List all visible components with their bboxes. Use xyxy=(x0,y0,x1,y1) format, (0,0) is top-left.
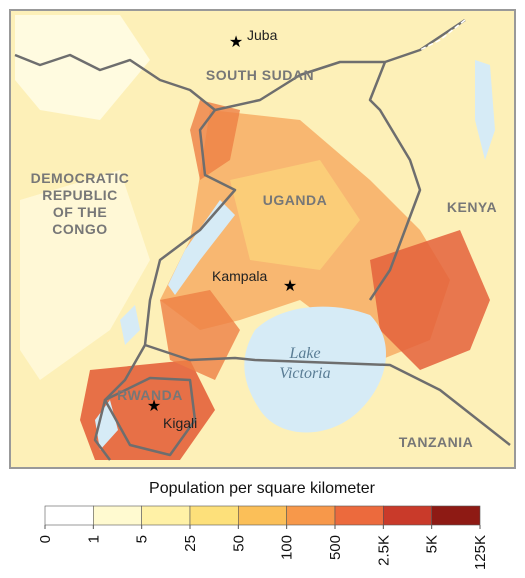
legend-bin xyxy=(383,505,432,526)
lake-victoria xyxy=(244,306,387,433)
country-label: UGANDA xyxy=(263,192,327,208)
city-marker: ★ xyxy=(229,34,243,51)
border xyxy=(93,109,237,461)
legend-bin xyxy=(189,505,239,526)
city-marker: ★ xyxy=(147,398,161,415)
legend-tick-label: 100 xyxy=(279,535,296,560)
country-label: TANZANIA xyxy=(399,434,474,450)
legend-tick-label: 1 xyxy=(85,535,102,543)
legend-bin xyxy=(44,505,94,526)
lake-turkana xyxy=(475,60,495,160)
legend-tick-label: 2.5K xyxy=(375,535,392,566)
country-label: REPUBLIC xyxy=(42,187,118,203)
border xyxy=(368,61,422,301)
legend-tick-label: 500 xyxy=(327,535,344,560)
border xyxy=(103,376,197,457)
country-label: OF THE xyxy=(53,204,107,220)
lake-label: Lake xyxy=(288,345,320,362)
legend-bin xyxy=(286,505,336,526)
lake-edward xyxy=(120,305,140,345)
dense-area xyxy=(230,160,360,270)
legend-bin xyxy=(431,505,481,526)
dense-area xyxy=(370,230,490,370)
legend-tick-label: 25 xyxy=(182,535,199,552)
country-label: KENYA xyxy=(447,199,497,215)
legend-bin xyxy=(141,505,191,526)
lake-albert xyxy=(168,200,235,295)
legend: 0 1 5 25 50 100 500 2.5K 5K 125K xyxy=(37,505,489,570)
legend-tick-label: 125K xyxy=(472,535,489,570)
city-marker: ★ xyxy=(283,278,297,295)
legend-tick-label: 5K xyxy=(424,535,441,553)
country-label: DEMOCRATIC xyxy=(31,170,130,186)
legend-bin xyxy=(238,505,287,526)
legend-tick-label: 5 xyxy=(134,535,151,543)
legend-bin xyxy=(334,505,384,526)
city-label: Juba xyxy=(247,27,278,43)
country-label: CONGO xyxy=(52,221,107,237)
country-label: RWANDA xyxy=(117,387,183,403)
country-label: SOUTH SUDAN xyxy=(206,67,314,83)
legend-title: Population per square kilometer xyxy=(149,480,376,497)
disputed-border xyxy=(419,19,466,51)
city-label: Kampala xyxy=(212,268,267,284)
border xyxy=(14,18,466,112)
dense-area xyxy=(80,360,215,460)
legend-tick-label: 50 xyxy=(230,535,247,552)
legend-bin xyxy=(93,505,142,526)
lake-label: Victoria xyxy=(279,365,330,382)
border xyxy=(144,343,511,446)
map: ★ ★ ★ Juba SOUTH SUDAN DEMOCRATIC REPUBL… xyxy=(9,9,516,469)
land-light xyxy=(15,15,150,120)
city-label: Kigali xyxy=(163,415,197,431)
land-light xyxy=(20,170,150,380)
legend-tick-label: 0 xyxy=(37,535,54,543)
